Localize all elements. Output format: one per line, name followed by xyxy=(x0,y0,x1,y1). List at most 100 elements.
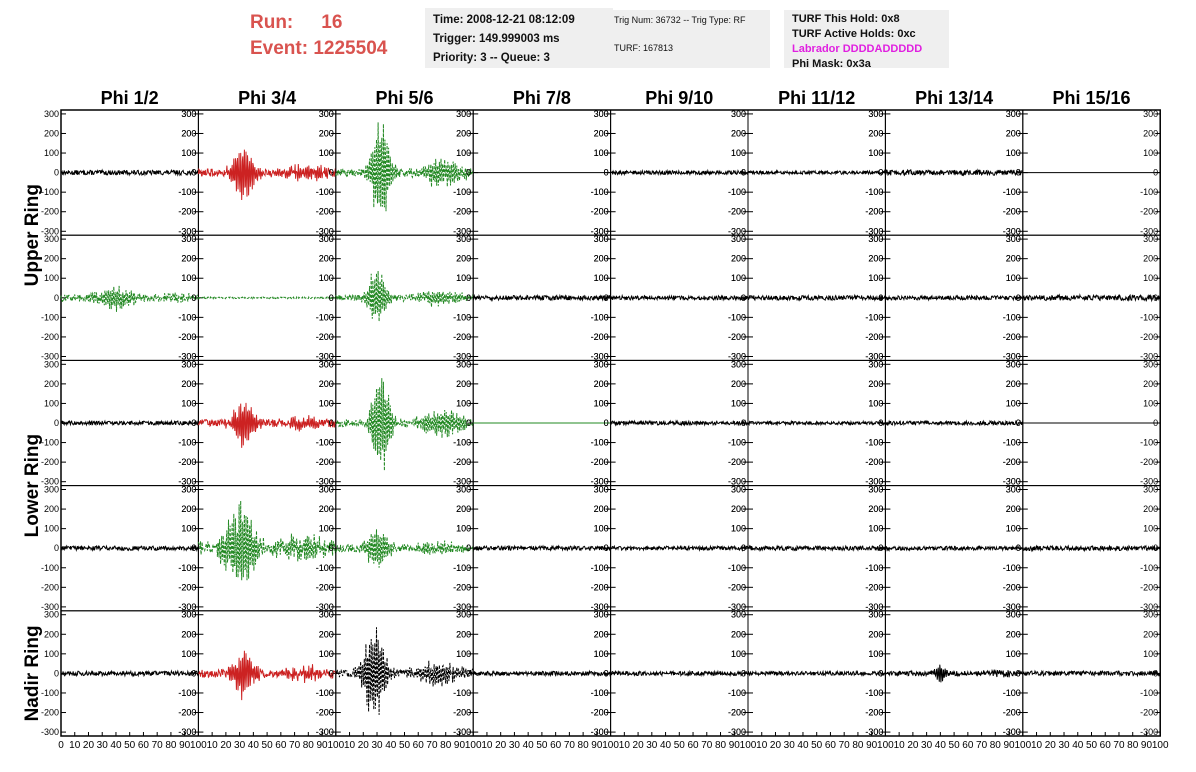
y-tick-label: 200 xyxy=(456,504,471,514)
y-tick-label: 200 xyxy=(1006,629,1021,639)
y-tick-label: -200 xyxy=(178,332,196,342)
run-label: Run: xyxy=(250,12,294,33)
y-tick-label: 200 xyxy=(44,379,59,389)
y-tick-label: -100 xyxy=(591,187,609,197)
waveform-trace xyxy=(60,168,199,177)
waveform-trace xyxy=(1022,293,1161,303)
y-tick-label: 200 xyxy=(456,128,471,138)
x-tick-label: 100 xyxy=(1152,740,1169,751)
y-tick-label: -300 xyxy=(591,727,609,737)
y-tick-label: 300 xyxy=(181,610,196,620)
y-tick-label: -300 xyxy=(178,602,196,612)
run-event-box: Run: 16 Event: 1225504 xyxy=(250,10,387,62)
y-tick-label: 300 xyxy=(44,359,59,369)
y-tick-label: -100 xyxy=(865,312,883,322)
y-tick-label: 200 xyxy=(1006,629,1021,639)
waveform-trace xyxy=(335,378,474,471)
y-tick-label: 0 xyxy=(741,293,746,303)
y-tick-label: -200 xyxy=(453,207,471,217)
y-tick-label: 100 xyxy=(1006,273,1021,283)
y-tick-label: 0 xyxy=(466,543,471,553)
y-tick-label: -100 xyxy=(1003,688,1021,698)
y-tick-label: -300 xyxy=(865,477,883,487)
waveform-trace xyxy=(197,295,337,300)
y-tick-label: -300 xyxy=(178,351,196,361)
y-tick-label: 100 xyxy=(456,273,471,283)
y-tick-label: -200 xyxy=(178,457,196,467)
y-tick-label: -200 xyxy=(1003,332,1021,342)
y-tick-label: -300 xyxy=(178,226,196,236)
y-tick-label: 100 xyxy=(319,273,334,283)
y-tick-label: 0 xyxy=(466,168,471,178)
y-tick-label: 300 xyxy=(731,109,746,119)
y-tick-label: 200 xyxy=(594,128,609,138)
y-tick-label: 300 xyxy=(1006,359,1021,369)
y-tick-label: -300 xyxy=(316,226,334,236)
y-tick-label: 300 xyxy=(731,359,746,369)
y-tick-label: 300 xyxy=(181,485,196,495)
phi-mask-text: Phi Mask: 0x3a xyxy=(792,58,871,70)
y-tick-label: -200 xyxy=(1003,457,1021,467)
y-tick-label: 300 xyxy=(181,359,196,369)
y-tick-label: 300 xyxy=(1006,359,1021,369)
y-tick-label: -100 xyxy=(591,563,609,573)
y-tick-label: -300 xyxy=(41,727,59,737)
x-tick-label: 90 xyxy=(179,740,191,751)
y-tick-label: 300 xyxy=(181,109,196,119)
y-tick-label: -100 xyxy=(1140,438,1158,448)
y-tick-label: -200 xyxy=(728,582,746,592)
y-tick-label: -200 xyxy=(591,332,609,342)
y-tick-label: 200 xyxy=(319,379,334,389)
waveform-trace xyxy=(335,627,474,715)
y-tick-label: 100 xyxy=(181,273,196,283)
y-tick-label: -300 xyxy=(316,602,334,612)
y-tick-label: -100 xyxy=(1003,187,1021,197)
y-tick-label: -300 xyxy=(1003,351,1021,361)
y-tick-label: -300 xyxy=(865,477,883,487)
y-tick-label: -100 xyxy=(453,312,471,322)
y-tick-label: 100 xyxy=(731,524,746,534)
y-tick-label: -300 xyxy=(41,477,59,487)
y-tick-label: -200 xyxy=(316,708,334,718)
y-tick-label: 0 xyxy=(1016,668,1021,678)
y-tick-label: -300 xyxy=(1003,727,1021,737)
y-tick-label: -200 xyxy=(591,207,609,217)
y-tick-label: -100 xyxy=(178,438,196,448)
y-tick-label: 100 xyxy=(181,649,196,659)
waveform-trace xyxy=(335,270,474,322)
y-tick-label: -100 xyxy=(316,563,334,573)
y-tick-label: 200 xyxy=(594,379,609,389)
y-tick-label: 100 xyxy=(319,148,334,158)
y-tick-label: 200 xyxy=(1006,254,1021,264)
y-tick-label: -100 xyxy=(1140,187,1158,197)
x-tick-label: 60 xyxy=(687,740,699,751)
y-tick-label: 300 xyxy=(868,485,883,495)
y-tick-label: 300 xyxy=(319,485,334,495)
y-tick-label: -200 xyxy=(591,332,609,342)
y-tick-label: -100 xyxy=(1003,688,1021,698)
y-tick-label: -200 xyxy=(1140,332,1158,342)
x-tick-label: 70 xyxy=(701,740,713,751)
y-tick-label: 0 xyxy=(604,168,609,178)
y-tick-label: 100 xyxy=(456,148,471,158)
y-tick-label: 100 xyxy=(731,148,746,158)
y-tick-label: 300 xyxy=(456,234,471,244)
waveform-trace xyxy=(335,529,474,568)
y-tick-label: -300 xyxy=(728,351,746,361)
y-tick-label: 200 xyxy=(868,629,883,639)
y-tick-label: -200 xyxy=(1003,207,1021,217)
y-tick-label: 0 xyxy=(878,418,883,428)
y-tick-label: 200 xyxy=(731,128,746,138)
event-label: Event: xyxy=(250,38,309,59)
y-tick-label: 100 xyxy=(1143,273,1158,283)
y-tick-label: -100 xyxy=(316,187,334,197)
y-tick-label: 100 xyxy=(731,524,746,534)
y-tick-label: 200 xyxy=(1006,128,1021,138)
x-tick-label: 20 xyxy=(907,740,919,751)
x-tick-label: 100 xyxy=(1014,740,1031,751)
y-tick-label: 300 xyxy=(181,109,196,119)
y-tick-label: 200 xyxy=(868,379,883,389)
y-tick-label: -100 xyxy=(728,563,746,573)
y-tick-label: 0 xyxy=(604,543,609,553)
x-tick-label: 20 xyxy=(1045,740,1057,751)
